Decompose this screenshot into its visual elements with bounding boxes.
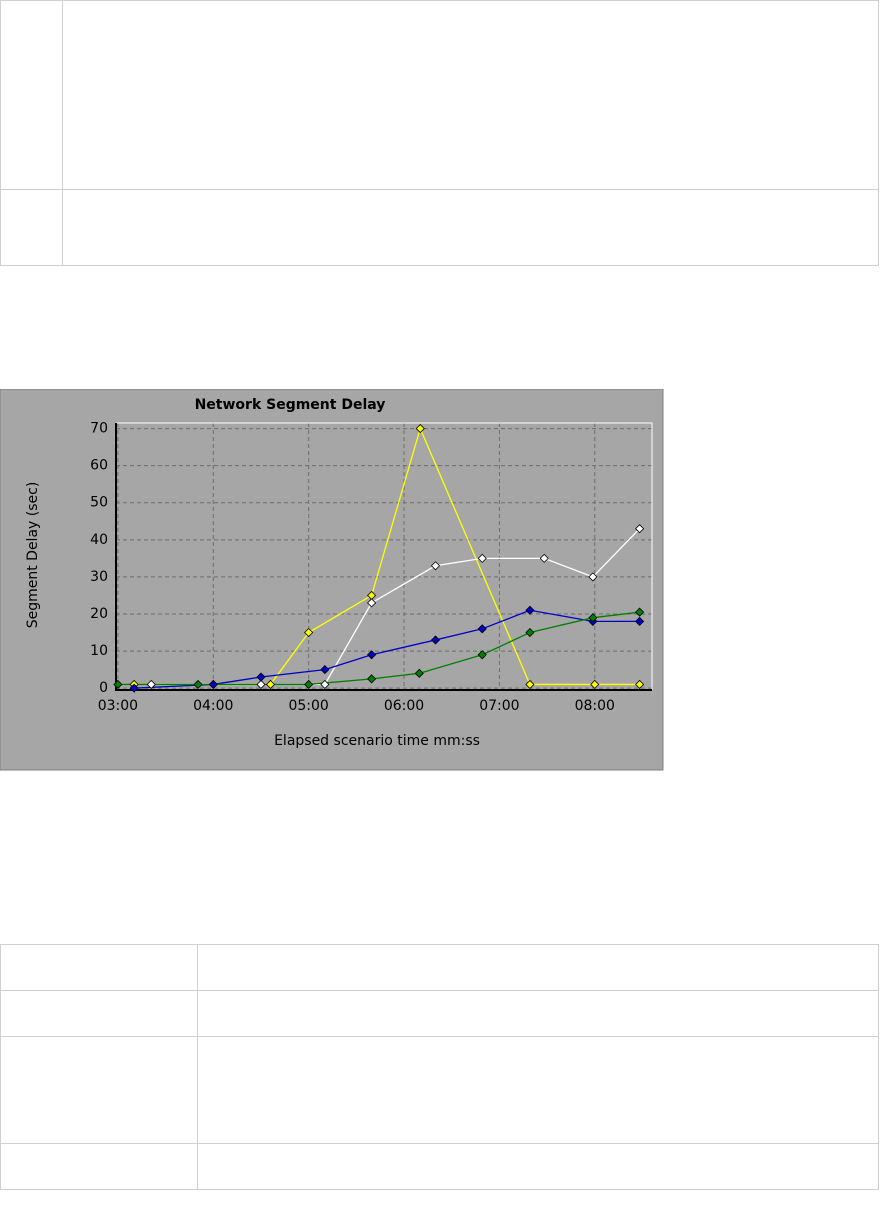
- y-tick-label: 10: [90, 643, 108, 659]
- y-axis-title: Segment Delay (sec): [25, 482, 41, 629]
- y-tick-label: 50: [90, 495, 108, 511]
- data-point: [635, 607, 645, 617]
- plot-frame: [116, 422, 653, 690]
- data-point: [539, 553, 549, 563]
- top-table: [0, 0, 879, 266]
- data-point: [208, 679, 218, 690]
- y-tick-label: 60: [90, 458, 108, 474]
- cell: [0, 990, 198, 1037]
- data-point: [320, 665, 330, 675]
- data-point: [588, 572, 598, 582]
- y-tick-label: 40: [90, 532, 108, 548]
- data-point: [367, 650, 377, 660]
- cell: [197, 1143, 879, 1190]
- x-tick-label: 04:00: [193, 698, 233, 714]
- data-point: [430, 635, 441, 645]
- data-point: [146, 679, 156, 690]
- chart-title: Network Segment Delay: [195, 397, 386, 413]
- data-point: [113, 679, 123, 690]
- cell: [0, 1143, 198, 1190]
- data-point: [304, 679, 314, 690]
- bottom-table: [0, 944, 879, 1190]
- cell: [62, 0, 879, 190]
- data-point: [367, 598, 377, 608]
- data-point: [430, 561, 441, 571]
- data-point: [477, 624, 487, 634]
- data-point: [265, 679, 276, 690]
- cell: [0, 1036, 198, 1144]
- x-tick-label: 05:00: [288, 698, 328, 714]
- y-tick-label: 30: [90, 569, 108, 585]
- cell: [0, 189, 63, 266]
- data-point: [415, 423, 425, 434]
- data-point: [256, 672, 266, 682]
- data-point: [525, 679, 535, 690]
- x-tick-label: 03:00: [98, 698, 138, 714]
- chart: Network Segment Delay Elapsed scenario t…: [0, 389, 664, 771]
- data-point: [304, 627, 314, 638]
- data-point: [635, 679, 645, 690]
- axis: [115, 423, 652, 691]
- x-tick-label: 06:00: [384, 698, 424, 714]
- series-line: [134, 609, 640, 689]
- cell: [197, 1036, 879, 1144]
- data-point: [635, 524, 645, 534]
- cell: [62, 189, 879, 266]
- data-point: [588, 613, 598, 623]
- data-point: [590, 679, 600, 690]
- x-axis-title: Elapsed scenario time mm:ss: [274, 733, 480, 749]
- cell: [0, 944, 198, 991]
- y-tick-label: 20: [90, 606, 108, 622]
- data-point: [320, 679, 330, 690]
- cell: [0, 0, 63, 190]
- cell: [197, 990, 879, 1037]
- data-point: [525, 605, 535, 615]
- x-tick-label: 08:00: [575, 698, 615, 714]
- data-point: [367, 674, 377, 684]
- data-point: [193, 679, 203, 690]
- y-tick-label: 0: [99, 680, 108, 696]
- data-point: [525, 627, 535, 638]
- data-point: [477, 650, 487, 660]
- y-tick-label: 70: [90, 421, 108, 437]
- data-point: [129, 683, 139, 693]
- data-point: [414, 668, 424, 678]
- data-point: [256, 679, 266, 690]
- data-point: [477, 553, 487, 563]
- x-tick-label: 07:00: [479, 698, 519, 714]
- data-point: [635, 616, 645, 626]
- cell: [197, 944, 879, 991]
- plot-area: [116, 423, 652, 690]
